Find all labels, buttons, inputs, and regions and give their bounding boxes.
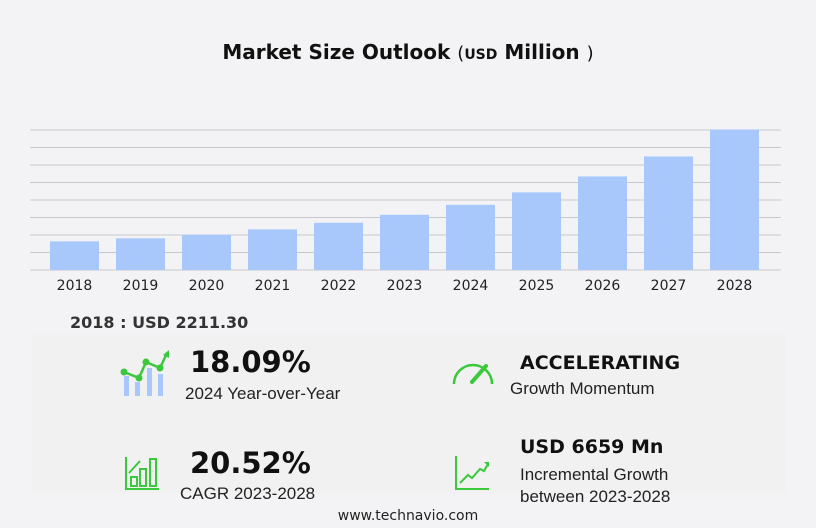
bar-2028 xyxy=(710,129,759,270)
momentum-value: ACCELERATING xyxy=(520,352,681,374)
title-paren-open: ( xyxy=(457,43,465,64)
x-tick-label: 2027 xyxy=(651,278,687,294)
speedometer-icon xyxy=(452,363,494,385)
x-tick-label: 2021 xyxy=(255,278,291,294)
x-tick-label: 2022 xyxy=(321,278,357,294)
bar-chart: 2018 2019 2020 2021 2022 2023 2024 2025 2026 2027… xyxy=(30,129,781,294)
x-tick-label: 2024 xyxy=(453,278,489,294)
x-tick-label: 2028 xyxy=(717,278,753,294)
cagr-value: 20.52% xyxy=(190,446,311,480)
cagr-label: CAGR 2023-2028 xyxy=(180,484,316,503)
x-tick-label: 2026 xyxy=(585,278,621,294)
bar-2027 xyxy=(644,156,693,270)
x-tick-label: 2020 xyxy=(189,278,225,294)
x-tick-label: 2023 xyxy=(387,278,423,294)
kpi-panel xyxy=(32,333,786,493)
momentum-label: Growth Momentum xyxy=(510,379,655,398)
bar-2025 xyxy=(512,192,561,270)
incremental-value: USD 6659 Mn xyxy=(520,436,664,458)
yoy-value: 18.09% xyxy=(190,345,311,379)
bar-2024 xyxy=(446,204,495,270)
base-year-value: 2018 : USD 2211.30 xyxy=(70,313,249,332)
x-tick-label: 2025 xyxy=(519,278,555,294)
chart-title: Market Size Outlook (USD Million ) xyxy=(0,40,816,64)
x-tick-label: 2018 xyxy=(57,278,93,294)
bar-growth-icon xyxy=(125,457,159,490)
bar-2020 xyxy=(182,234,231,270)
bar-2022 xyxy=(314,222,363,270)
incremental-growth-icon xyxy=(455,456,489,490)
bar-2023 xyxy=(380,214,429,270)
incremental-label-2: between 2023-2028 xyxy=(520,487,671,506)
bar-2018 xyxy=(50,241,99,270)
title-paren-close: ) xyxy=(586,43,594,64)
title-unit-word: Million xyxy=(504,40,580,64)
bar-2021 xyxy=(248,229,297,270)
bar-2026 xyxy=(578,176,627,270)
title-unit: USD xyxy=(464,47,498,63)
title-text: Market Size Outlook xyxy=(222,40,451,64)
growth-chart-icon xyxy=(120,350,169,396)
footer-url: www.technavio.com xyxy=(337,508,479,524)
yoy-label: 2024 Year-over-Year xyxy=(185,384,341,403)
incremental-label-1: Incremental Growth xyxy=(520,465,669,484)
x-tick-label: 2019 xyxy=(123,278,159,294)
bar-2019 xyxy=(116,238,165,270)
